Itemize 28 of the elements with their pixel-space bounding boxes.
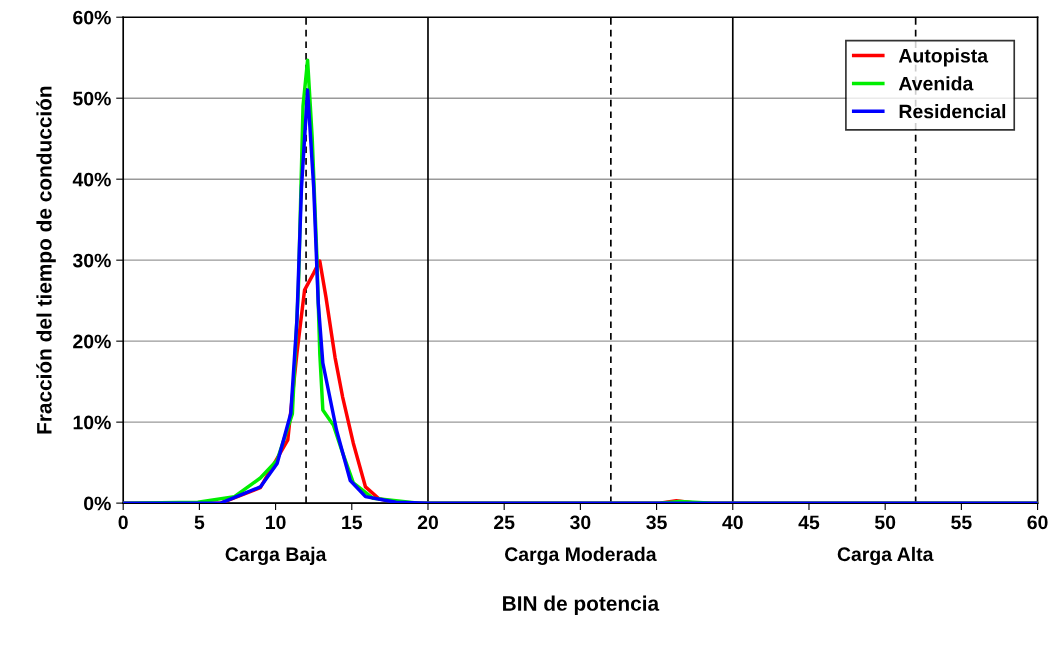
- x-tick-label: 10: [266, 515, 286, 530]
- legend-label: Avenida: [898, 76, 974, 91]
- x-tick-label: 55: [951, 515, 972, 530]
- x-tick-label: 45: [798, 515, 820, 530]
- x-tick-label: 15: [342, 515, 363, 530]
- x-tick-label: 20: [417, 515, 438, 530]
- legend-label: Residencial: [899, 104, 1006, 119]
- y-axis-title: Fracción del tiempo de conducción: [36, 86, 56, 434]
- x-tick-label: 40: [722, 515, 743, 530]
- y-tick-label: 40%: [72, 172, 111, 187]
- text: Carga Alta: [837, 546, 934, 566]
- y-tick-label: 20%: [73, 334, 111, 349]
- x-tick-label: 50: [874, 515, 896, 530]
- text: Carga Baja: [225, 546, 327, 566]
- x-tick-label: 25: [494, 515, 515, 530]
- x-tick-label: 5: [194, 515, 205, 530]
- y-tick-label: 30%: [72, 253, 111, 268]
- x-tick-label: 60: [1027, 515, 1048, 530]
- text: Carga Moderada: [505, 546, 657, 566]
- y-tick-label: 50%: [73, 91, 111, 106]
- x-tick-label: 30: [570, 515, 591, 530]
- y-tick-label: 60%: [73, 10, 111, 25]
- x-axis-title: BIN de potencia: [503, 595, 660, 615]
- legend-label: Autopista: [898, 48, 989, 67]
- x-tick-label: 0: [118, 515, 128, 530]
- y-tick-label: 10%: [73, 415, 111, 430]
- x-tick-label: 35: [646, 515, 667, 530]
- y-tick-label: 0%: [84, 496, 111, 511]
